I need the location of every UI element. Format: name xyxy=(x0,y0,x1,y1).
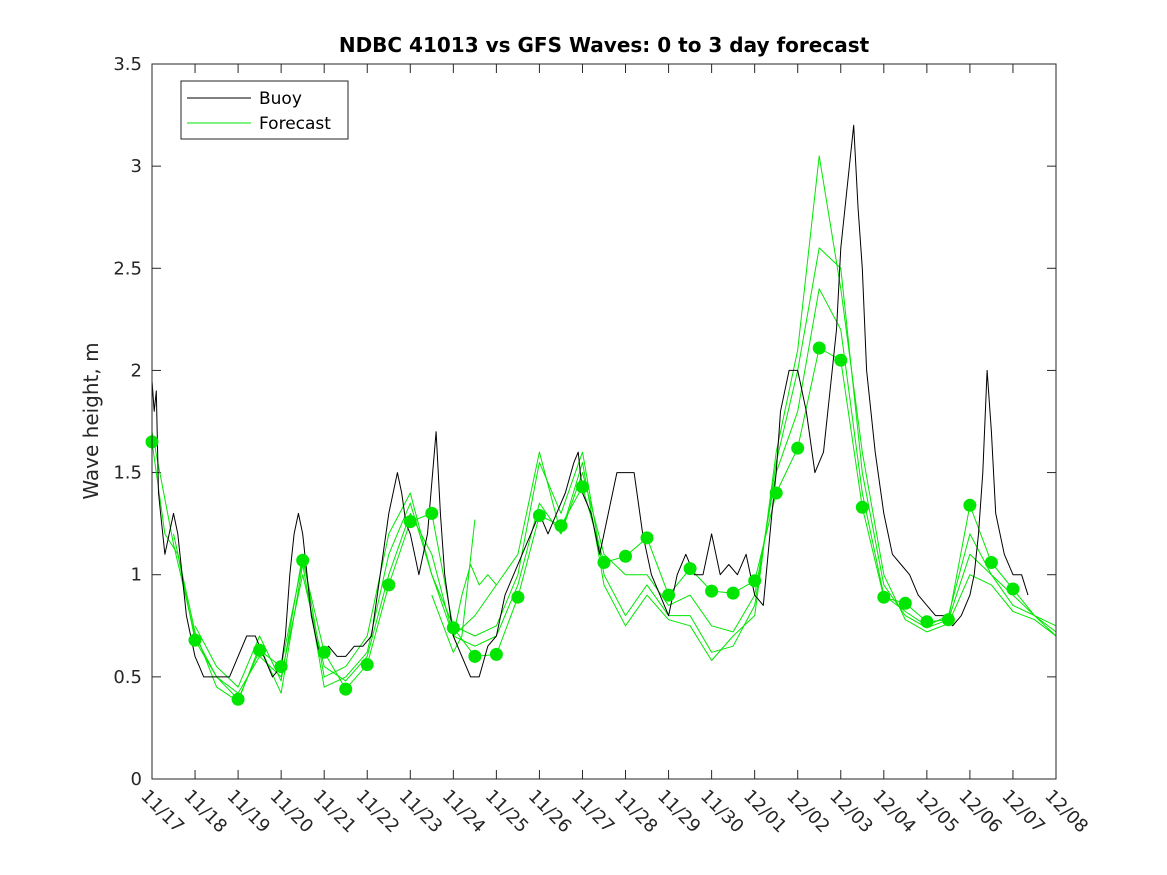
forecast-marker xyxy=(446,621,460,635)
y-tick-label: 1 xyxy=(131,565,142,586)
y-axis-label: Wave height, m xyxy=(79,342,103,499)
forecast-marker xyxy=(339,682,353,696)
y-tick-label: 2 xyxy=(131,360,142,381)
forecast-marker xyxy=(511,590,525,604)
forecast-marker xyxy=(597,556,611,569)
forecast-marker xyxy=(855,500,869,514)
forecast-marker xyxy=(726,586,740,600)
y-tick-label: 3.5 xyxy=(113,54,142,75)
tick-marks xyxy=(151,63,1057,780)
forecast-marker xyxy=(1006,582,1020,596)
forecast-marker xyxy=(963,498,977,512)
plot-area xyxy=(152,64,1056,779)
forecast-marker xyxy=(619,549,632,563)
forecast-marker xyxy=(188,633,202,647)
forecast-marker xyxy=(769,486,783,500)
forecast-marker xyxy=(296,553,310,567)
forecast-marker xyxy=(920,615,934,629)
y-tick-label: 1.5 xyxy=(113,463,142,484)
forecast-marker xyxy=(984,556,998,569)
forecast-marker xyxy=(489,647,503,661)
forecast-marker xyxy=(683,562,697,576)
forecast-marker xyxy=(360,658,374,672)
legend-box xyxy=(180,80,349,140)
forecast-marker xyxy=(705,584,719,598)
forecast-series-line xyxy=(431,519,476,653)
forecast-marker xyxy=(877,590,891,604)
forecast-marker xyxy=(231,692,245,706)
y-tick-labels: 0 0.5 1 1.5 2 2.5 3 3.5 xyxy=(113,54,142,790)
chart-title: NDBC 41013 vs GFS Waves: 0 to 3 day fore… xyxy=(339,33,870,57)
forecast-marker xyxy=(898,596,912,610)
legend-forecast-label: Forecast xyxy=(259,114,331,134)
forecast-marker xyxy=(791,441,805,455)
y-tick-label: 0.5 xyxy=(113,667,142,688)
forecast-markers xyxy=(145,341,1020,706)
legend-buoy-label: Buoy xyxy=(259,89,302,109)
forecast-marker xyxy=(748,574,762,588)
forecast-marker xyxy=(834,353,848,367)
forecast-series-line xyxy=(173,247,1057,702)
forecast-series-line xyxy=(151,288,1057,694)
forecast-marker xyxy=(640,531,654,545)
legend: Buoy Forecast xyxy=(180,80,349,140)
y-tick-label: 0 xyxy=(131,769,142,790)
forecast-marker xyxy=(532,509,546,522)
forecast-marker xyxy=(317,645,331,659)
forecast-marker xyxy=(576,480,589,494)
forecast-marker xyxy=(554,519,568,533)
forecast-marker xyxy=(382,578,396,592)
forecast-series-line xyxy=(452,564,497,637)
forecast-marker xyxy=(403,515,417,529)
y-tick-label: 2.5 xyxy=(113,258,142,279)
forecast-marker xyxy=(253,643,267,657)
y-tick-label: 3 xyxy=(131,156,142,177)
forecast-marker xyxy=(425,506,439,520)
axes-box xyxy=(151,63,1057,780)
forecast-series-line xyxy=(194,155,1057,688)
forecast-marker xyxy=(662,588,676,602)
forecast-marker xyxy=(468,649,482,663)
forecast-marker xyxy=(812,341,826,355)
forecast-marker xyxy=(274,660,288,674)
forecast-marker xyxy=(941,613,955,627)
